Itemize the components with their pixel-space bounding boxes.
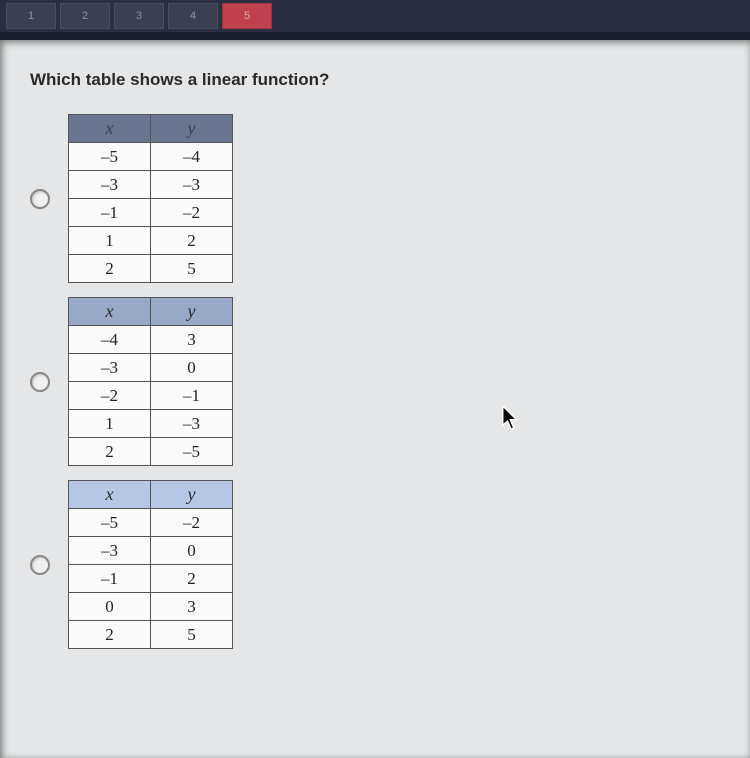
radio-2[interactable] — [30, 372, 50, 392]
cell: –5 — [69, 143, 151, 171]
question-panel: Which table shows a linear function? x y… — [0, 40, 750, 758]
cell: –3 — [69, 537, 151, 565]
question-text: Which table shows a linear function? — [30, 70, 730, 90]
cell: 2 — [69, 438, 151, 466]
cell: –5 — [151, 438, 233, 466]
cell: 1 — [69, 410, 151, 438]
tab-4[interactable]: 4 — [168, 3, 218, 29]
tab-1[interactable]: 1 — [6, 3, 56, 29]
cell: –4 — [151, 143, 233, 171]
cell: 0 — [151, 354, 233, 382]
cell: 5 — [151, 255, 233, 283]
cell: 2 — [151, 227, 233, 255]
cell: 5 — [151, 621, 233, 649]
cell: 2 — [151, 565, 233, 593]
cell: –3 — [69, 171, 151, 199]
radio-1[interactable] — [30, 189, 50, 209]
cell: –1 — [151, 382, 233, 410]
cell: –1 — [69, 199, 151, 227]
cell: –2 — [151, 509, 233, 537]
tab-3[interactable]: 3 — [114, 3, 164, 29]
option-3: x y –5–2 –30 –12 03 25 — [30, 480, 730, 649]
tab-bar: 1 2 3 4 5 — [0, 0, 750, 32]
cell: 1 — [69, 227, 151, 255]
cell: 3 — [151, 593, 233, 621]
cell: –3 — [151, 410, 233, 438]
cell: –4 — [69, 326, 151, 354]
option-1-header-y: y — [151, 115, 233, 143]
cell: 2 — [69, 621, 151, 649]
cell: –2 — [69, 382, 151, 410]
cell: –3 — [151, 171, 233, 199]
tab-5[interactable]: 5 — [222, 3, 272, 29]
cell: 2 — [69, 255, 151, 283]
option-1-table: x y –5–4 –3–3 –1–2 12 25 — [68, 114, 233, 283]
radio-3[interactable] — [30, 555, 50, 575]
option-2-header-y: y — [151, 298, 233, 326]
option-2: x y –43 –30 –2–1 1–3 2–5 — [30, 297, 730, 466]
option-2-header-x: x — [69, 298, 151, 326]
cell: 0 — [151, 537, 233, 565]
option-1-header-x: x — [69, 115, 151, 143]
cell: –2 — [151, 199, 233, 227]
option-2-table: x y –43 –30 –2–1 1–3 2–5 — [68, 297, 233, 466]
option-3-header-x: x — [69, 481, 151, 509]
cell: –3 — [69, 354, 151, 382]
cell: –5 — [69, 509, 151, 537]
cell: –1 — [69, 565, 151, 593]
option-3-header-y: y — [151, 481, 233, 509]
mouse-cursor-icon — [502, 406, 520, 432]
option-1: x y –5–4 –3–3 –1–2 12 25 — [30, 114, 730, 283]
option-3-table: x y –5–2 –30 –12 03 25 — [68, 480, 233, 649]
tab-2[interactable]: 2 — [60, 3, 110, 29]
cell: 3 — [151, 326, 233, 354]
cell: 0 — [69, 593, 151, 621]
